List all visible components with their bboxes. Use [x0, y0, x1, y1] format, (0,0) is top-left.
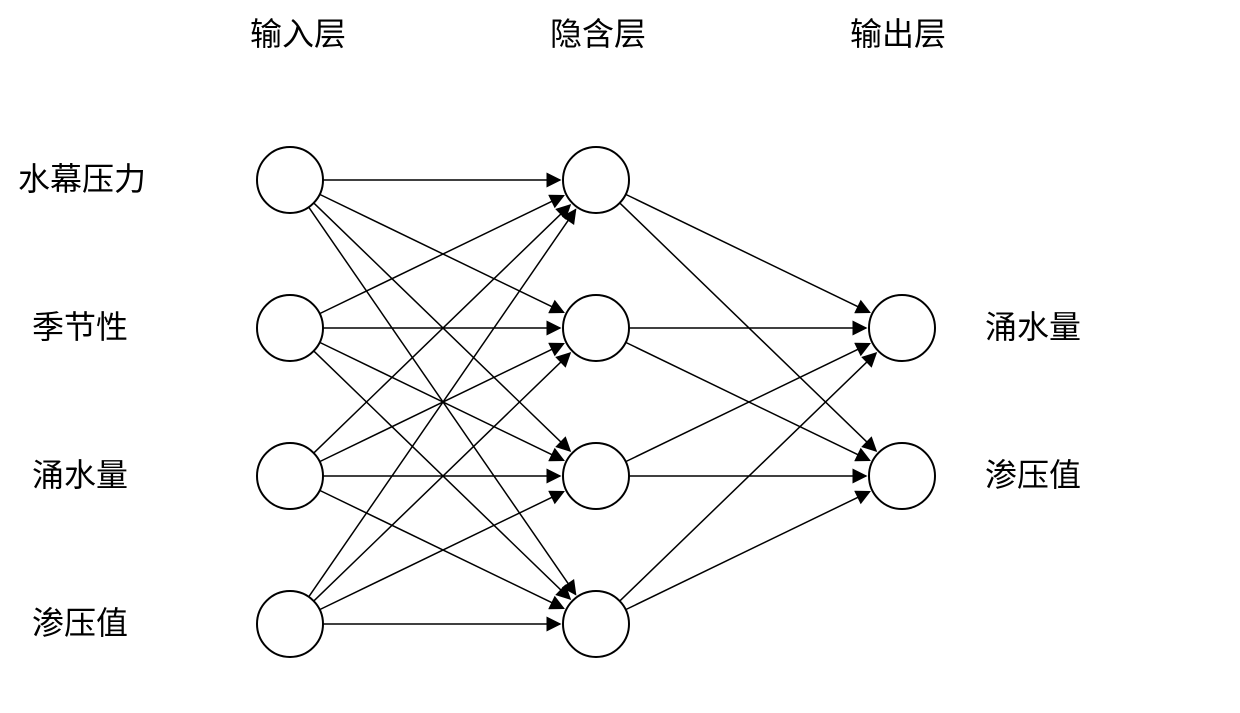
edges: [309, 180, 876, 624]
output-label: 渗压值: [985, 457, 1081, 493]
edge: [320, 196, 564, 314]
edge: [320, 492, 564, 610]
layer-label-input: 输入层: [250, 16, 346, 52]
layer-label-output: 输出层: [850, 16, 946, 52]
input-label: 季节性: [32, 309, 128, 345]
input-node: [257, 443, 323, 509]
layer-label-hidden: 隐含层: [550, 16, 646, 52]
hidden-node: [563, 147, 629, 213]
edge: [626, 194, 870, 312]
input-node: [257, 147, 323, 213]
edge: [320, 342, 564, 460]
edge: [320, 490, 564, 608]
input-node: [257, 591, 323, 657]
hidden-node: [563, 443, 629, 509]
nodes: [257, 147, 935, 657]
input-label: 水幕压力: [18, 161, 146, 197]
hidden-node: [563, 591, 629, 657]
edge: [320, 194, 564, 312]
edge: [620, 353, 876, 601]
edge: [626, 342, 870, 460]
output-node: [869, 295, 935, 361]
edge: [626, 492, 870, 610]
edge: [314, 205, 570, 453]
input-label: 渗压值: [32, 605, 128, 641]
input-node: [257, 295, 323, 361]
input-label: 涌水量: [32, 457, 128, 493]
edge: [314, 351, 570, 599]
edge: [626, 344, 870, 462]
edge: [314, 353, 570, 601]
edge: [620, 203, 876, 451]
hidden-node: [563, 295, 629, 361]
output-label: 涌水量: [985, 309, 1081, 345]
output-node: [869, 443, 935, 509]
edge: [309, 210, 576, 597]
edge: [314, 203, 570, 451]
